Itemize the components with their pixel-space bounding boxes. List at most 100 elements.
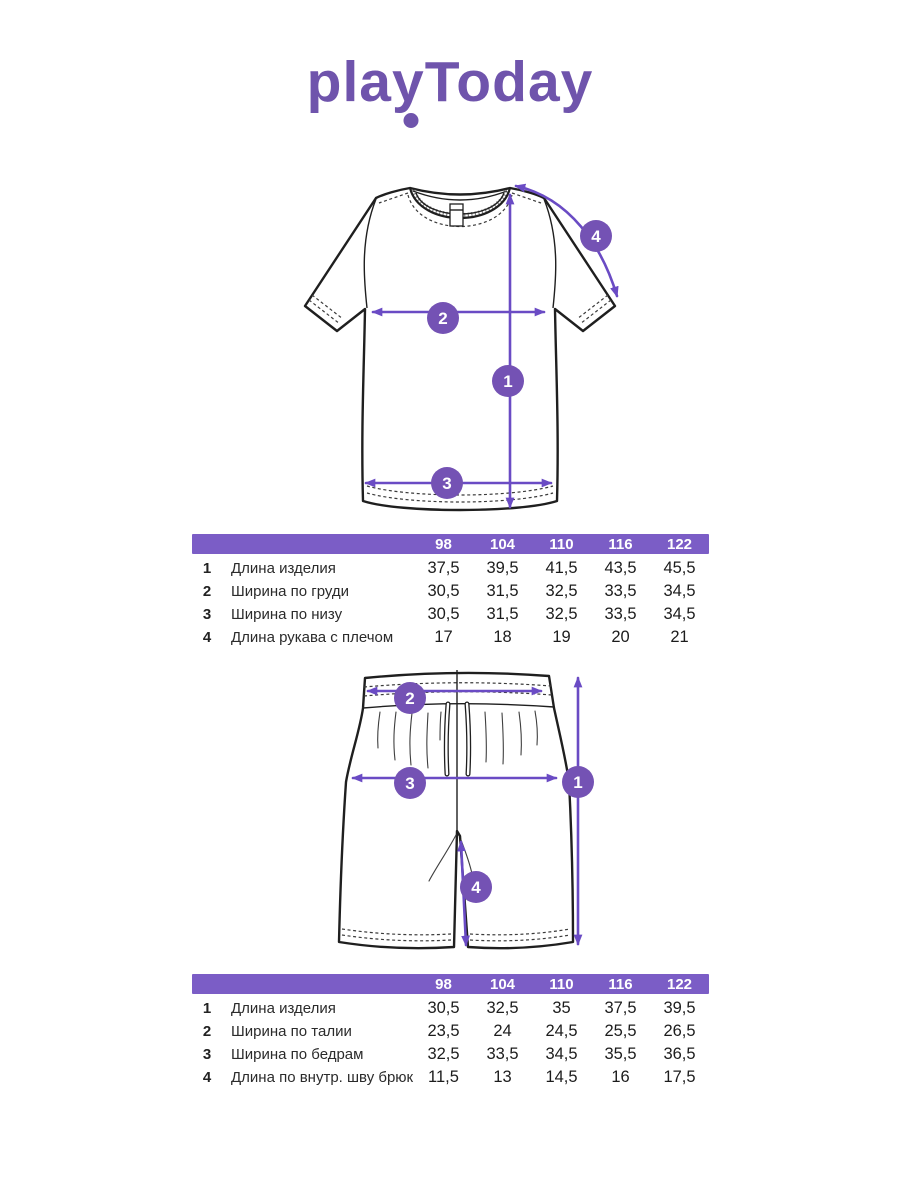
logo-text-pla: pla [306, 50, 393, 114]
measure-value: 33,5 [604, 582, 637, 600]
measure-value: 21 [670, 628, 689, 646]
measure-number: 1 [202, 560, 212, 577]
size-header-cell: 122 [666, 975, 693, 993]
svg-text:1: 1 [503, 372, 512, 391]
measure-number: 4 [202, 629, 212, 646]
measure-value: 25,5 [604, 1022, 637, 1040]
measure-row: 3 Ширина по бедрам 32,5 33,5 34,5 35,5 36,5 [192, 1043, 709, 1066]
measure-value: 13 [493, 1068, 512, 1086]
measure-value: 30,5 [427, 999, 460, 1017]
measure-label: Ширина по талии [231, 1023, 352, 1040]
measure-value: 32,5 [545, 605, 578, 623]
measure-value: 35,5 [604, 1045, 637, 1063]
measure-value: 43,5 [604, 559, 637, 577]
measure-value: 41,5 [545, 559, 578, 577]
shorts-badge-3: 3 [394, 767, 426, 799]
measure-number: 2 [202, 583, 212, 600]
measure-value: 32,5 [427, 1045, 460, 1063]
logo-text-y: y [392, 50, 425, 114]
measure-value: 39,5 [663, 999, 696, 1017]
svg-text:3: 3 [405, 774, 414, 793]
size-header-cell: 98 [435, 975, 452, 993]
measure-value: 30,5 [427, 582, 460, 600]
svg-text:4: 4 [471, 878, 481, 897]
svg-text:3: 3 [442, 474, 451, 493]
measure-label: Ширина по бедрам [231, 1046, 364, 1063]
measure-value: 37,5 [604, 999, 637, 1017]
measure-number: 3 [202, 1046, 212, 1063]
measure-value: 33,5 [604, 605, 637, 623]
measure-value: 34,5 [663, 582, 696, 600]
measure-label: Длина изделия [231, 1000, 336, 1017]
measure-value: 30,5 [427, 605, 460, 623]
measure-value: 33,5 [486, 1045, 519, 1063]
measure-value: 19 [552, 628, 571, 646]
shorts-drawing [337, 670, 575, 950]
measure-row: 4 Длина рукава с плечом 17 18 19 20 21 [192, 626, 709, 649]
svg-text:2: 2 [438, 309, 447, 328]
measure-value: 32,5 [486, 999, 519, 1017]
size-header-cell: 116 [608, 535, 633, 553]
svg-text:2: 2 [405, 689, 414, 708]
tshirt-arrow-sleeve [514, 183, 619, 298]
measure-value: 31,5 [486, 582, 519, 600]
size-header-cell: 122 [666, 535, 693, 553]
brand-logo: playToday [0, 50, 900, 114]
measure-value: 36,5 [663, 1045, 696, 1063]
measure-value: 35 [552, 999, 571, 1017]
measure-value: 26,5 [663, 1022, 696, 1040]
measure-value: 45,5 [663, 559, 696, 577]
measure-value: 11,5 [428, 1068, 459, 1086]
size-header-cell: 104 [489, 535, 516, 553]
svg-text:4: 4 [591, 227, 601, 246]
measure-number: 1 [202, 1000, 212, 1017]
measure-row: 1 Длина изделия 30,5 32,5 35 37,5 39,5 [192, 997, 709, 1020]
shorts-badge-2: 2 [394, 682, 426, 714]
tshirt-measure-arrows [364, 183, 619, 509]
shorts-badge-1: 1 [562, 766, 594, 798]
svg-text:1: 1 [573, 773, 582, 792]
tshirt-badge-1: 1 [492, 365, 524, 397]
measure-label: Ширина по груди [231, 583, 350, 600]
measure-value: 32,5 [545, 582, 578, 600]
measure-value: 23,5 [427, 1022, 460, 1040]
measure-label: Длина изделия [231, 560, 336, 577]
measure-value: 24 [493, 1022, 512, 1040]
tshirt-badge-2: 2 [427, 302, 459, 334]
size-header-cell: 104 [489, 975, 516, 993]
measure-row: 2 Ширина по груди 30,5 31,5 32,5 33,5 34,5 [192, 580, 709, 603]
measure-row: 3 Ширина по низу 30,5 31,5 32,5 33,5 34,5 [192, 603, 709, 626]
neck-label-tag [449, 203, 464, 227]
size-header-row: 98 104 110 116 122 [192, 534, 709, 554]
shorts-badge-4: 4 [460, 871, 492, 903]
measure-value: 17 [434, 628, 453, 646]
size-header-cell: 110 [549, 975, 574, 993]
tshirt-drawing [303, 186, 617, 512]
measure-label: Длина рукава с плечом [231, 629, 394, 646]
measure-number: 2 [202, 1023, 212, 1040]
tshirt-badge-4: 4 [580, 220, 612, 252]
measure-value: 24,5 [545, 1022, 578, 1040]
tshirt-size-table: 98 104 110 116 122 1 Длина изделия 37,5 39,5 41,5… [192, 534, 709, 649]
measure-value: 18 [493, 628, 512, 646]
measure-number: 4 [202, 1069, 212, 1086]
measure-row: 4 Длина по внутр. шву брюк 11,5 13 14,5 16 17,… [192, 1066, 709, 1089]
measure-value: 17,5 [663, 1068, 696, 1086]
tshirt-diagram: 1 2 3 4 [303, 183, 619, 512]
measure-row: 1 Длина изделия 37,5 39,5 41,5 43,5 45,5 [192, 557, 709, 580]
size-header-cell: 98 [435, 535, 452, 553]
shorts-size-table: 98 104 110 116 122 1 Длина изделия 30,5 32,5 35 37… [192, 974, 709, 1089]
measure-number: 3 [202, 606, 212, 623]
measure-value: 34,5 [663, 605, 696, 623]
shorts-diagram: 2 3 1 4 [337, 670, 594, 950]
tshirt-badge-3: 3 [431, 467, 463, 499]
size-header-cell: 110 [549, 535, 574, 553]
size-header-row: 98 104 110 116 122 [192, 974, 709, 994]
measure-value: 31,5 [486, 605, 519, 623]
size-header-cell: 116 [608, 975, 633, 993]
logo-text-today: Today [424, 50, 594, 114]
measure-label: Ширина по низу [231, 606, 343, 623]
measure-value: 39,5 [486, 559, 519, 577]
measure-value: 14,5 [545, 1068, 578, 1086]
